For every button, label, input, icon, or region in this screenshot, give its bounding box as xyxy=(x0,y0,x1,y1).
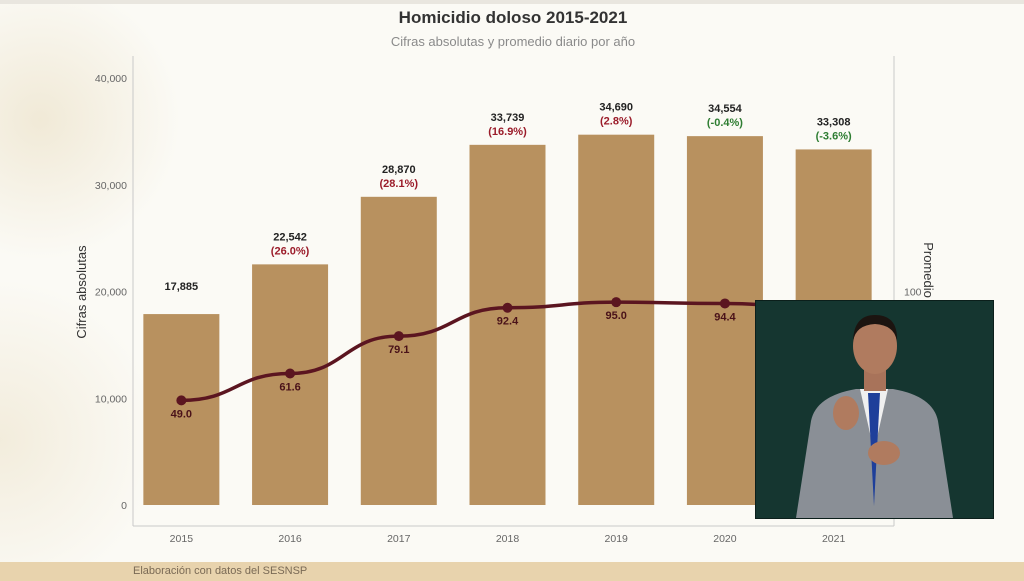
bar xyxy=(686,136,763,505)
chart-title: Homicidio doloso 2015-2021 xyxy=(399,8,628,27)
y-left-tick-label: 10,000 xyxy=(95,393,127,405)
sign-language-interpreter-video xyxy=(755,300,994,519)
average-point xyxy=(502,302,513,313)
x-tick-label: 2021 xyxy=(822,533,846,545)
bar-value-label: 34,690 xyxy=(599,102,633,114)
y-left-tick-label: 30,000 xyxy=(95,180,127,192)
x-tick-label: 2016 xyxy=(278,533,302,545)
average-point xyxy=(393,331,404,342)
x-tick-label: 2017 xyxy=(387,533,411,545)
average-value-label: 94.4 xyxy=(714,311,736,323)
y-axis-right-label: Promedio xyxy=(921,242,936,298)
bar xyxy=(252,264,329,505)
average-value-label: 95.0 xyxy=(606,310,627,322)
pct-change-label: (28.1%) xyxy=(380,178,419,190)
pct-change-label: (16.9%) xyxy=(488,126,527,138)
bar-value-label: 33,308 xyxy=(817,116,851,128)
bar-value-label: 22,542 xyxy=(273,231,307,243)
bar-value-label: 34,554 xyxy=(708,103,743,115)
y-axis-left-label: Cifras absolutas xyxy=(74,245,89,339)
interpreter-person-icon xyxy=(756,301,993,518)
chart-subtitle: Cifras absolutas y promedio diario por a… xyxy=(391,34,635,49)
bar-value-label: 17,885 xyxy=(165,281,199,293)
x-tick-label: 2015 xyxy=(170,533,194,545)
average-value-label: 49.0 xyxy=(171,408,192,420)
average-value-label: 79.1 xyxy=(388,344,409,356)
x-tick-label: 2019 xyxy=(605,533,629,545)
bar xyxy=(578,134,655,505)
average-point xyxy=(719,298,730,309)
bar-value-label: 33,739 xyxy=(491,112,525,124)
bar xyxy=(143,314,220,505)
bar xyxy=(469,144,546,505)
bar-value-label: 28,870 xyxy=(382,164,416,176)
y-left-tick-label: 0 xyxy=(121,500,127,512)
average-point xyxy=(176,395,187,406)
y-left-tick-label: 20,000 xyxy=(95,287,127,299)
x-tick-label: 2018 xyxy=(496,533,520,545)
pct-change-label: (-3.6%) xyxy=(816,130,852,142)
footer-bar: Elaboración con datos del SESNSP xyxy=(0,562,1024,581)
average-value-label: 61.6 xyxy=(279,381,300,393)
y-right-tick-label: 100 xyxy=(904,287,922,299)
y-left-tick-label: 40,000 xyxy=(95,73,127,85)
bar xyxy=(360,196,437,505)
average-point xyxy=(285,368,296,379)
top-strip xyxy=(0,0,1024,4)
footer-source: Elaboración con datos del SESNSP xyxy=(133,565,308,577)
average-point xyxy=(611,297,622,308)
average-value-label: 92.4 xyxy=(497,316,519,328)
x-tick-label: 2020 xyxy=(713,533,737,545)
pct-change-label: (26.0%) xyxy=(271,245,310,257)
pct-change-label: (2.8%) xyxy=(600,116,633,128)
pct-change-label: (-0.4%) xyxy=(707,117,743,129)
